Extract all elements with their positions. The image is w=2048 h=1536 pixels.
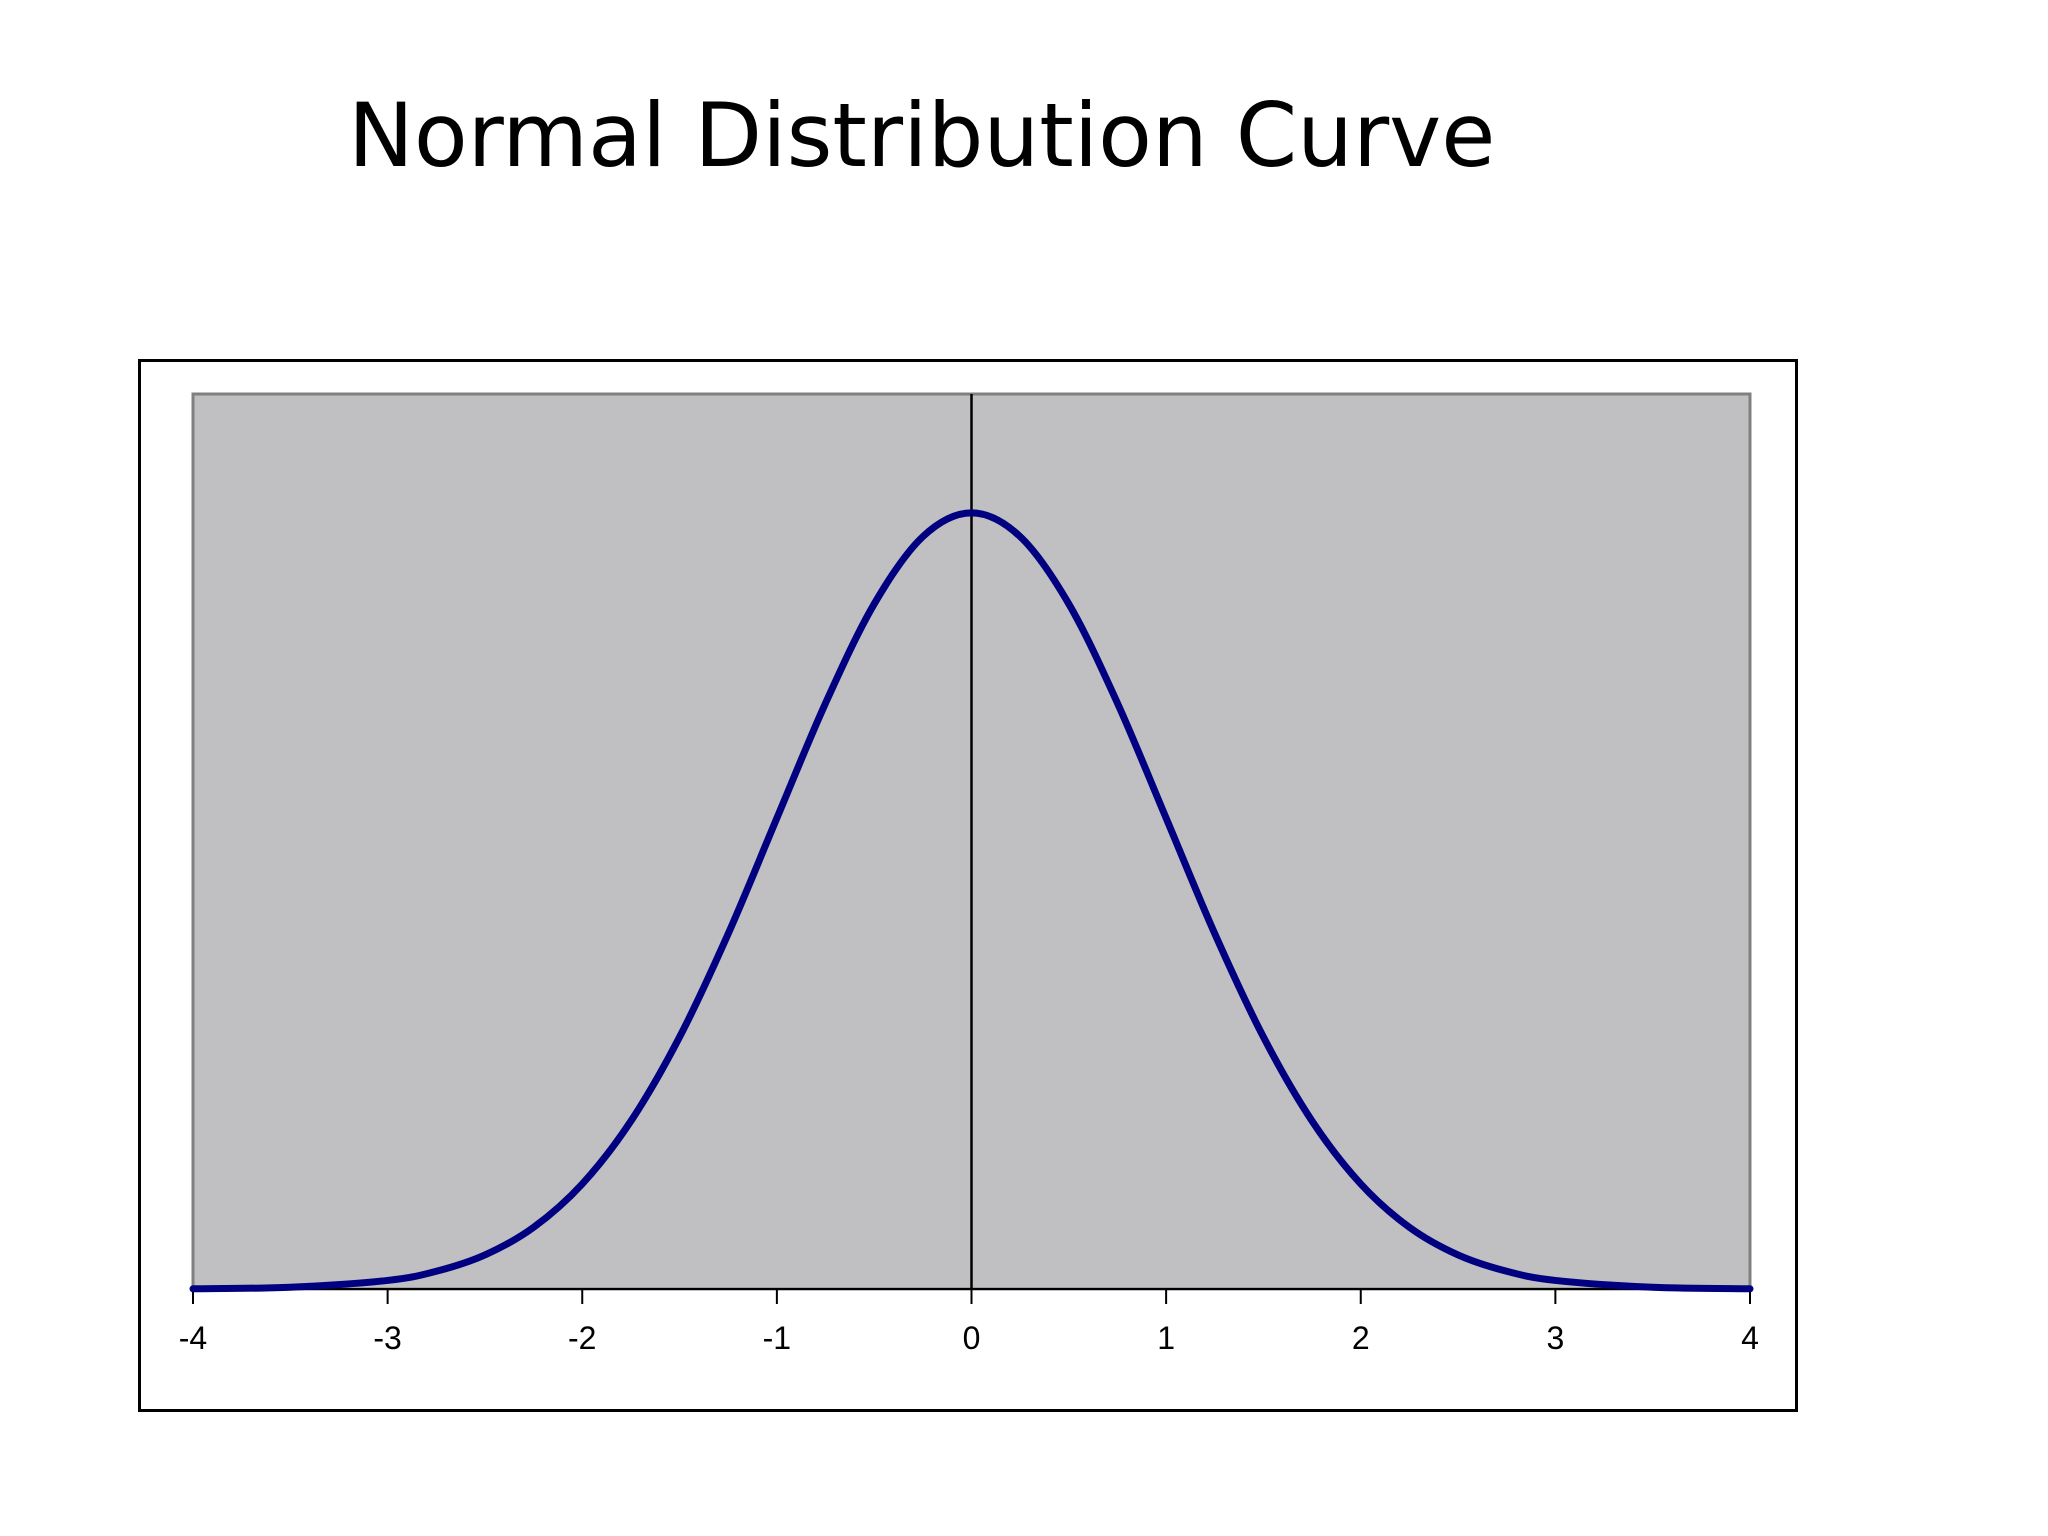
data-point xyxy=(774,815,780,821)
data-point xyxy=(1260,1034,1266,1040)
data-point xyxy=(385,1277,391,1283)
data-point xyxy=(1358,1181,1364,1187)
data-point xyxy=(190,1286,196,1292)
data-point xyxy=(287,1284,293,1290)
x-tick-label: 3 xyxy=(1546,1320,1564,1356)
data-point xyxy=(725,931,731,937)
data-point xyxy=(579,1181,585,1187)
series-line xyxy=(189,509,1754,1293)
data-point xyxy=(1212,931,1218,937)
data-point xyxy=(433,1268,439,1274)
x-tick-label: -4 xyxy=(179,1320,207,1356)
data-point xyxy=(1455,1252,1461,1258)
data-point xyxy=(1747,1286,1753,1292)
x-tick-label: 1 xyxy=(1157,1320,1175,1356)
data-point xyxy=(823,700,829,706)
data-point xyxy=(677,1034,683,1040)
data-point xyxy=(531,1224,537,1230)
data-point xyxy=(920,534,926,540)
data-point xyxy=(1406,1224,1412,1230)
x-tick-label: -3 xyxy=(373,1320,401,1356)
x-axis-ticks xyxy=(192,1289,1751,1304)
data-point xyxy=(1114,700,1120,706)
data-point xyxy=(1552,1277,1558,1283)
x-tick-label: 0 xyxy=(963,1320,981,1356)
x-tick-label: -2 xyxy=(568,1320,596,1356)
data-point xyxy=(1650,1284,1656,1290)
data-point xyxy=(1309,1118,1315,1124)
data-point xyxy=(1017,534,1023,540)
data-point xyxy=(628,1118,634,1124)
data-point xyxy=(871,601,877,607)
data-point xyxy=(1066,601,1072,607)
data-point xyxy=(1504,1268,1510,1274)
data-point xyxy=(969,510,975,516)
data-point xyxy=(482,1252,488,1258)
x-tick-label: -1 xyxy=(763,1320,791,1356)
data-point xyxy=(1163,815,1169,821)
x-tick-label: 4 xyxy=(1741,1320,1759,1356)
x-axis-tick-labels: -4 -3 -2 -1 0 1 2 3 4 xyxy=(179,1320,1759,1356)
page-title: Normal Distribution Curve xyxy=(348,84,1496,187)
x-tick-label: 2 xyxy=(1352,1320,1370,1356)
